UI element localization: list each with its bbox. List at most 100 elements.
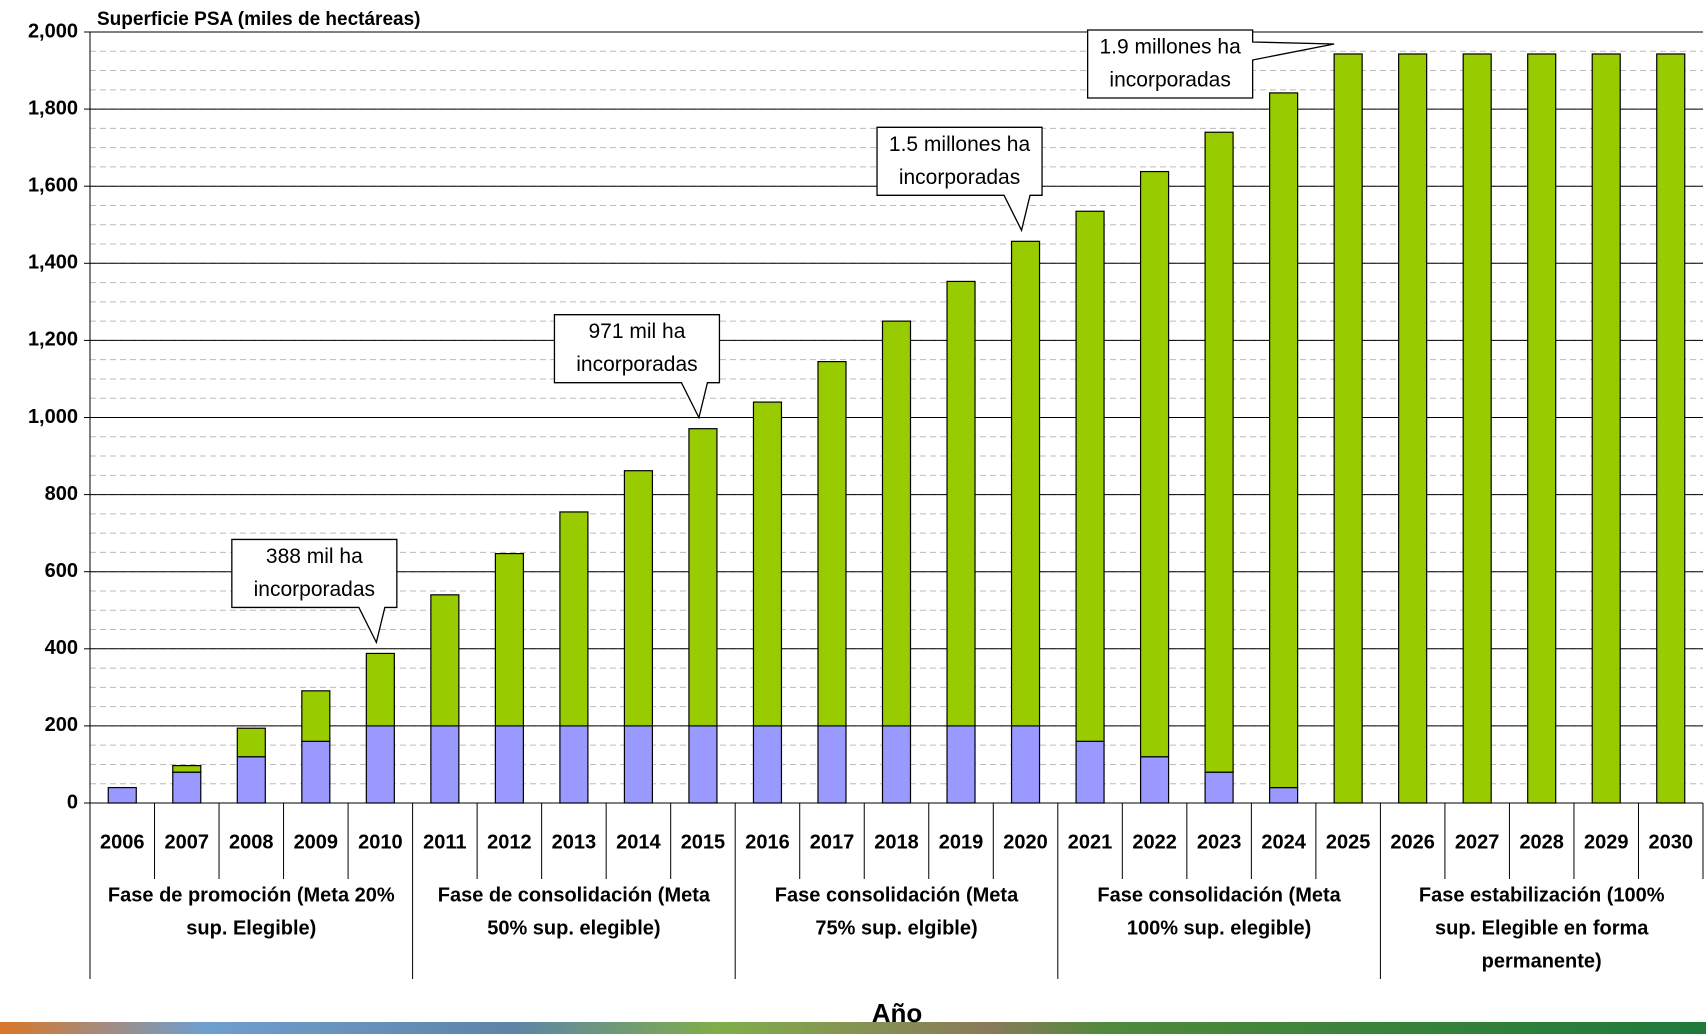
phase-label: sup. Elegible) <box>186 917 316 939</box>
decor-strip <box>0 1022 1706 1034</box>
x-tick-label: 2022 <box>1132 831 1177 853</box>
bar-segment <box>1591 53 1621 804</box>
bar-segment <box>752 401 783 727</box>
y-tick-label: 0 <box>67 791 78 813</box>
bar-segment <box>623 725 654 804</box>
annotation-text: incorporadas <box>254 578 375 601</box>
bar-segment <box>881 320 912 727</box>
phase-label: permanente) <box>1482 950 1602 972</box>
y-tick-label: 600 <box>45 560 78 582</box>
phase-label: 75% sup. elgible) <box>815 917 977 939</box>
y-tick-label: 1,400 <box>28 252 78 274</box>
bar-segment <box>946 725 976 804</box>
annotation-text: incorporadas <box>899 166 1020 189</box>
annotation-box <box>231 538 398 645</box>
x-tick-label: 2023 <box>1197 831 1242 853</box>
phase-label: Fase de promoción (Meta 20% <box>108 884 395 906</box>
bar-segment <box>1398 53 1428 804</box>
annotation-text: 971 mil ha <box>588 320 685 343</box>
y-tick-label: 400 <box>45 637 78 659</box>
x-tick-label: 2020 <box>1003 831 1048 853</box>
bar-segment <box>817 361 847 727</box>
x-tick-label: 2013 <box>552 831 597 853</box>
phase-label: 100% sup. elegible) <box>1127 917 1312 939</box>
bar-segment <box>107 786 137 804</box>
x-tick-label: 2007 <box>165 831 210 853</box>
annotation-text: 388 mil ha <box>266 545 363 568</box>
phase-label: Fase consolidación (Meta <box>1097 884 1341 906</box>
phase-label: sup. Elegible en forma <box>1435 917 1649 939</box>
bar-segment <box>1656 53 1686 804</box>
x-tick-label: 2011 <box>423 831 466 853</box>
y-tick-label: 1,000 <box>28 406 78 428</box>
bar-segment <box>1139 170 1170 758</box>
bar-segment <box>1269 786 1299 804</box>
phase-label: Fase consolidación (Meta <box>775 884 1019 906</box>
bar-segment <box>494 725 524 804</box>
x-tick-label: 2016 <box>745 831 790 853</box>
annotation-text: incorporadas <box>1109 69 1230 92</box>
y-tick-label: 2,000 <box>28 20 78 42</box>
x-tick-label: 2015 <box>681 831 726 853</box>
x-tick-label: 2009 <box>294 831 339 853</box>
x-tick-label: 2029 <box>1584 831 1629 853</box>
y-tick-label: 800 <box>45 483 78 505</box>
annotation-box <box>876 126 1043 233</box>
bar-segment <box>1462 53 1492 804</box>
bar-segment <box>1075 210 1105 742</box>
x-tick-label: 2026 <box>1390 831 1435 853</box>
x-tick-label: 2010 <box>358 831 403 853</box>
x-tick-label: 2025 <box>1326 831 1371 853</box>
x-tick-label: 2008 <box>229 831 274 853</box>
bar-segment <box>1204 771 1234 804</box>
annotation-box <box>1086 29 1335 99</box>
bar-segment <box>559 725 589 804</box>
bar-segment <box>688 725 718 804</box>
bar-segment <box>1527 53 1557 804</box>
bar-segment <box>365 725 395 804</box>
bar-segment <box>236 727 266 758</box>
x-tick-label: 2030 <box>1648 831 1693 853</box>
bar-segment <box>688 428 718 727</box>
annotation-box <box>553 314 721 420</box>
bar-segment <box>1333 53 1363 804</box>
y-tick-label: 1,200 <box>28 329 78 351</box>
bar-segment <box>236 756 266 804</box>
bar-segment <box>365 652 395 727</box>
y-tick-label: 1,600 <box>28 174 78 196</box>
phase-label: Fase de consolidación (Meta <box>438 884 711 906</box>
bar-segment <box>1010 725 1041 804</box>
bar-segment <box>430 725 460 804</box>
bar-segment <box>881 725 912 804</box>
bar-segment <box>559 511 589 727</box>
bar-segment <box>1139 756 1170 804</box>
x-tick-label: 2028 <box>1519 831 1564 853</box>
bar-segment <box>623 470 654 727</box>
x-tick-label: 2014 <box>616 831 661 853</box>
y-axis-title: Superficie PSA (miles de hectáreas) <box>97 9 420 30</box>
bar-segment <box>172 765 202 773</box>
bar-segment <box>494 552 524 727</box>
bar-segment <box>430 594 460 727</box>
annotation-text: incorporadas <box>576 353 697 376</box>
phase-label: Fase estabilización (100% <box>1419 884 1665 906</box>
bar-segment <box>1269 92 1299 789</box>
bar-segment <box>1075 740 1105 804</box>
x-tick-label: 2017 <box>810 831 855 853</box>
bar-segment <box>301 690 331 742</box>
x-tick-label: 2018 <box>874 831 919 853</box>
x-axis-title: Año <box>872 998 923 1028</box>
bar-segment <box>301 740 331 804</box>
x-tick-label: 2027 <box>1455 831 1500 853</box>
bar-segment <box>946 280 976 727</box>
y-tick-label: 200 <box>45 714 78 736</box>
annotation-text: 1.9 millones ha <box>1100 36 1242 59</box>
x-tick-label: 2021 <box>1068 831 1113 853</box>
bar-segment <box>752 725 783 804</box>
x-tick-label: 2019 <box>939 831 984 853</box>
bar-segment <box>1204 131 1234 773</box>
x-tick-label: 2024 <box>1261 831 1306 853</box>
y-tick-label: 1,800 <box>28 97 78 119</box>
x-tick-label: 2006 <box>100 831 145 853</box>
